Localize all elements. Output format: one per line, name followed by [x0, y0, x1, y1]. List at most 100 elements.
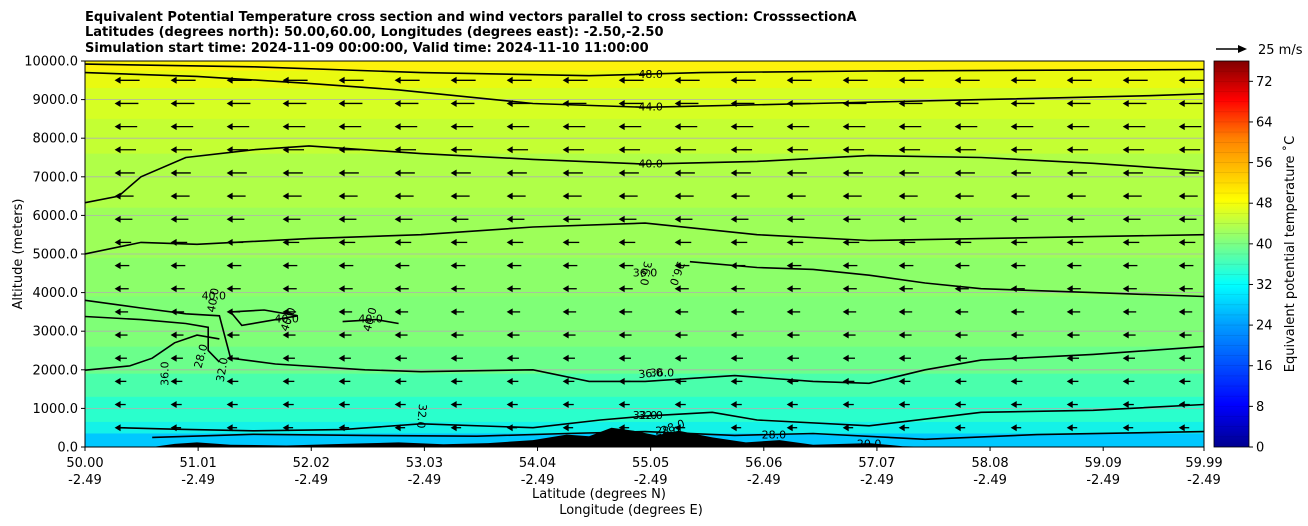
wind-arrowhead-icon	[1122, 238, 1129, 246]
wind-arrowhead-icon	[114, 238, 121, 246]
wind-arrowhead-icon	[506, 99, 513, 107]
x-tick-label-lon: -2.49	[747, 473, 781, 488]
y-tick-label: 0.0	[57, 441, 78, 456]
wind-arrowhead-icon	[1010, 169, 1017, 177]
wind-arrowhead-icon	[506, 424, 513, 432]
wind-arrowhead-icon	[226, 401, 233, 409]
wind-arrowhead-icon	[954, 146, 961, 154]
wind-arrowhead-icon	[898, 331, 905, 339]
wind-arrowhead-icon	[282, 354, 289, 362]
wind-arrowhead-icon	[506, 238, 513, 246]
wind-arrowhead-icon	[1122, 285, 1129, 293]
contour-line-28	[152, 430, 1204, 441]
y-tick-label: 8000.0	[33, 132, 79, 147]
wind-arrowhead-icon	[114, 99, 121, 107]
wind-arrowhead-icon	[226, 215, 233, 223]
wind-arrowhead-icon	[1122, 99, 1129, 107]
wind-arrowhead-icon	[842, 146, 849, 154]
wind-arrowhead-icon	[954, 238, 961, 246]
chart-title-line-3: Simulation start time: 2024-11-09 00:00:…	[85, 41, 649, 56]
wind-arrowhead-icon	[618, 262, 625, 270]
wind-arrowhead-icon	[170, 285, 177, 293]
wind-arrowhead-icon	[170, 331, 177, 339]
wind-arrowhead-icon	[786, 424, 793, 432]
wind-arrowhead-icon	[618, 354, 625, 362]
contour-line-36	[85, 334, 220, 371]
horizontal-gridlines	[85, 99, 1204, 409]
wind-arrowhead-icon	[226, 285, 233, 293]
wind-arrowhead-icon	[226, 377, 233, 385]
contour-line-40	[85, 299, 1204, 385]
wind-arrowhead-icon	[1010, 192, 1017, 200]
contour-label: 32.0	[214, 357, 231, 383]
x-tick-label-lon: -2.49	[634, 473, 668, 488]
wind-arrowhead-icon	[730, 262, 737, 270]
wind-arrowhead-icon	[226, 238, 233, 246]
wind-arrowhead-icon	[842, 354, 849, 362]
wind-arrowhead-icon	[394, 354, 401, 362]
contour-label: 28.0	[655, 425, 680, 438]
wind-arrowhead-icon	[730, 146, 737, 154]
wind-arrowhead-icon	[786, 76, 793, 84]
wind-arrowhead-icon	[842, 76, 849, 84]
wind-arrowhead-icon	[170, 354, 177, 362]
wind-arrowhead-icon	[282, 262, 289, 270]
y-tick-label: 1000.0	[33, 402, 79, 417]
wind-arrowhead-icon	[730, 424, 737, 432]
wind-arrowhead-icon	[338, 99, 345, 107]
wind-arrowhead-icon	[114, 401, 121, 409]
x-tick-label-lat: 52.02	[293, 456, 330, 471]
wind-arrowhead-icon	[282, 308, 289, 316]
wind-arrowhead-icon	[562, 308, 569, 316]
wind-arrowhead-icon	[786, 354, 793, 362]
colorbar-tick-label: 40	[1256, 237, 1273, 252]
wind-arrowhead-icon	[562, 192, 569, 200]
wind-arrowhead-icon	[394, 262, 401, 270]
wind-arrowhead-icon	[1066, 76, 1073, 84]
wind-arrowhead-icon	[1066, 215, 1073, 223]
wind-arrowhead-icon	[674, 262, 681, 270]
wind-arrowhead-icon	[450, 215, 457, 223]
wind-arrowhead-icon	[786, 123, 793, 131]
wind-arrowhead-icon	[674, 377, 681, 385]
wind-arrowhead-icon	[226, 146, 233, 154]
contour-line-40	[342, 318, 399, 325]
wind-arrowhead-icon	[1066, 354, 1073, 362]
contour-band	[85, 153, 1204, 209]
wind-arrowhead-icon	[338, 285, 345, 293]
wind-arrowhead-icon	[618, 285, 625, 293]
wind-arrowhead-icon	[674, 331, 681, 339]
wind-arrowhead-icon	[618, 377, 625, 385]
wind-arrowhead-icon	[730, 377, 737, 385]
x-tick-label-lat: 58.08	[971, 456, 1008, 471]
wind-arrowhead-icon	[842, 215, 849, 223]
contour-label: 28.0	[762, 428, 787, 441]
wind-arrowhead-icon	[170, 169, 177, 177]
wind-arrowhead-icon	[282, 377, 289, 385]
wind-arrowhead-icon	[450, 401, 457, 409]
wind-arrowhead-icon	[226, 424, 233, 432]
wind-arrowhead-icon	[1122, 123, 1129, 131]
wind-arrowhead-icon	[1122, 424, 1129, 432]
wind-arrowhead-icon	[1066, 192, 1073, 200]
wind-arrowhead-icon	[114, 331, 121, 339]
wind-arrowhead-icon	[1178, 331, 1185, 339]
wind-arrowhead-icon	[394, 169, 401, 177]
wind-arrowhead-icon	[394, 401, 401, 409]
wind-arrowhead-icon	[506, 308, 513, 316]
wind-arrowhead-icon	[954, 169, 961, 177]
wind-arrowhead-icon	[282, 238, 289, 246]
wind-arrowhead-icon	[618, 401, 625, 409]
wind-arrowhead-icon	[450, 262, 457, 270]
wind-arrowhead-icon	[1010, 262, 1017, 270]
x-tick-label-lat: 59.99	[1185, 456, 1222, 471]
wind-arrowhead-icon	[618, 192, 625, 200]
x-tick-label-lon: -2.49	[521, 473, 555, 488]
wind-arrowhead-icon	[1178, 285, 1185, 293]
wind-arrowhead-icon	[114, 169, 121, 177]
contour-band	[85, 61, 1204, 72]
contour-line-44	[85, 71, 1204, 109]
wind-arrowhead-icon	[114, 262, 121, 270]
wind-arrowhead-icon	[1122, 262, 1129, 270]
wind-arrowhead-icon	[954, 354, 961, 362]
